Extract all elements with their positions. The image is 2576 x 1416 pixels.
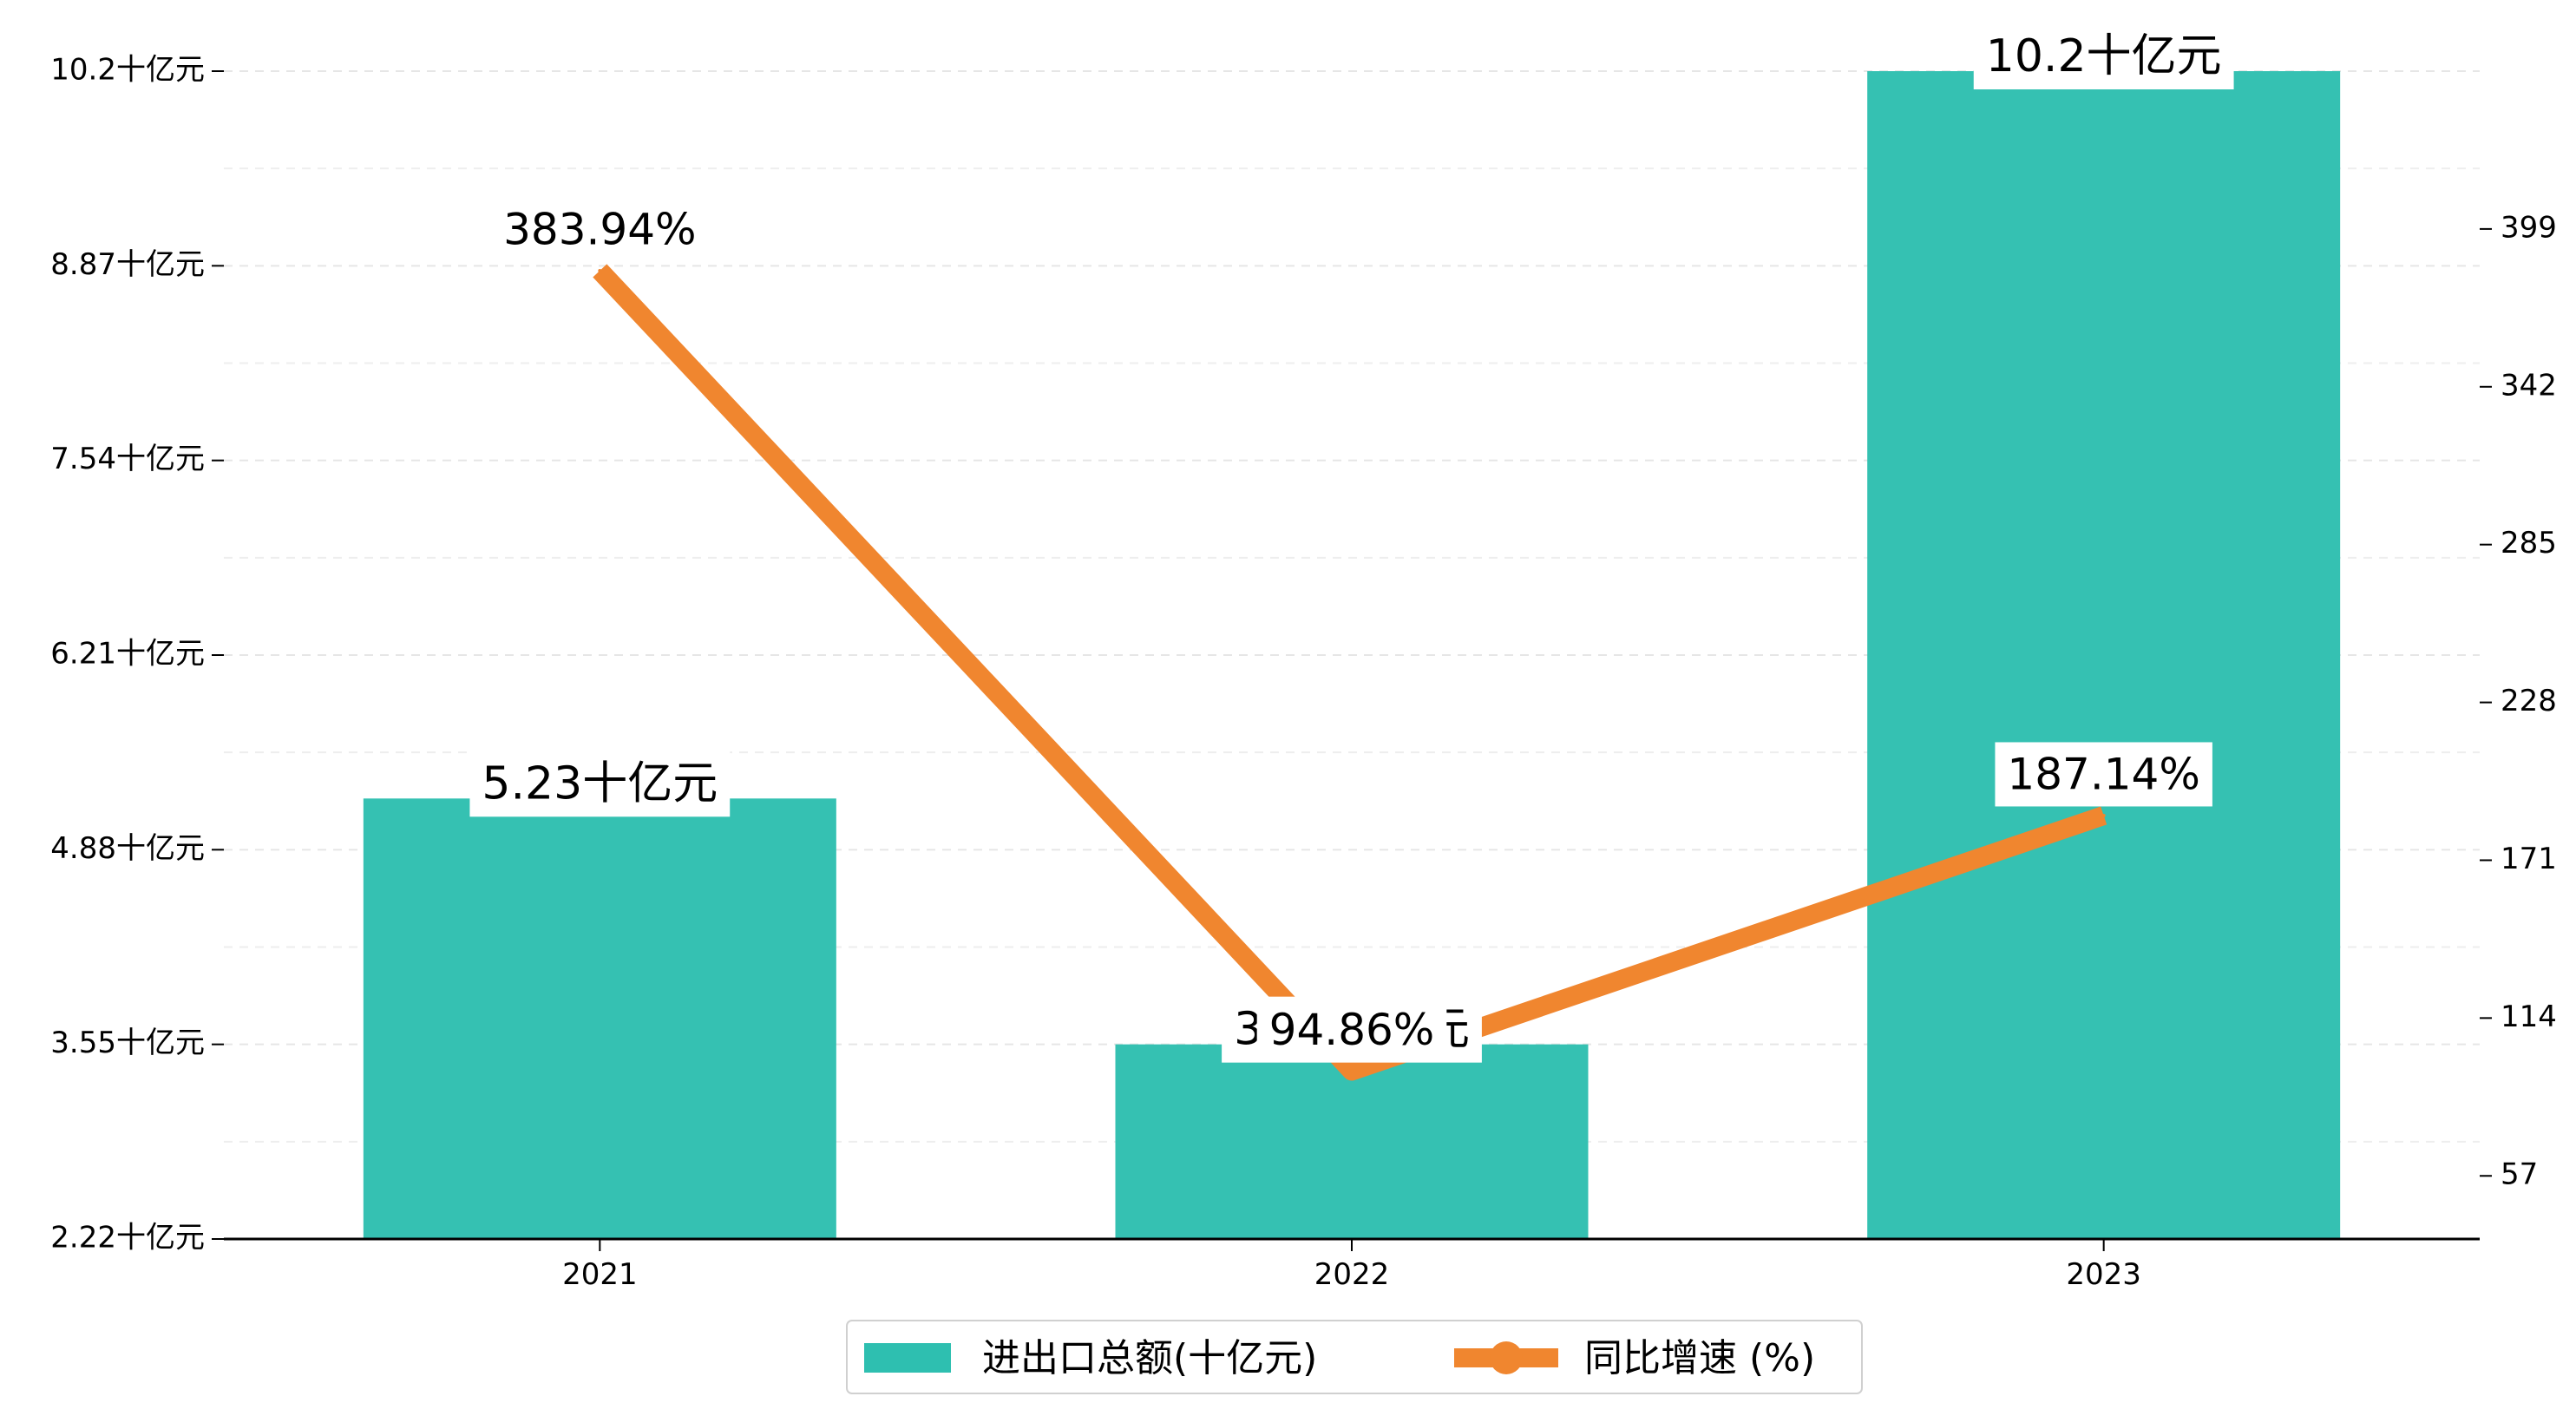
y-right-tick-label: 114 <box>2501 1000 2557 1034</box>
bar-value-label: 10.2十亿元 <box>1986 30 2222 82</box>
line-value-label-bg <box>491 197 709 262</box>
axes: 2.22十亿元 3.55十亿元 4.88十亿元 6.21十亿元 7.54十亿元 8.87十… <box>50 53 2557 1293</box>
y-right-tick-label: 57 <box>2501 1157 2538 1192</box>
y-right-tick-label: 228 <box>2501 684 2557 718</box>
bar-value-label-bg <box>1973 23 2234 89</box>
bar-value-label: 5.23十亿元 <box>482 757 718 810</box>
x-tick-label: 2022 <box>1314 1257 1390 1292</box>
line-value-label-bg <box>1256 997 1447 1062</box>
line-point-2023 <box>2101 813 2106 817</box>
line-value-label: 383.94% <box>503 204 696 254</box>
bar-series <box>363 71 2341 1239</box>
line-point-2021 <box>598 268 602 272</box>
line-series <box>593 264 2107 1081</box>
line-value-label-group: 187.14% <box>1995 742 2212 807</box>
y-left-tick-label: 10.2十亿元 <box>50 53 205 88</box>
line-value-label-group: 94.86% <box>1256 997 1447 1062</box>
line-value-label-group: 383.94% <box>491 197 709 262</box>
y-right-tick-label: 171 <box>2501 842 2557 876</box>
legend-bar-swatch <box>864 1343 951 1373</box>
y-right-tick-label: 342 <box>2501 368 2557 403</box>
data-labels: 5.23十亿元3.55十亿元10.2十亿元383.94%94.86%187.14… <box>469 23 2234 1063</box>
x-tick-label: 2021 <box>562 1257 638 1292</box>
legend-line-label: 同比增速 (%) <box>1584 1336 1815 1380</box>
y-right-tick-label: 399 <box>2501 210 2557 245</box>
y-left-tick-label: 2.22十亿元 <box>50 1221 205 1255</box>
legend: 进出口总额(十亿元) 同比增速 (%) <box>846 1320 1863 1394</box>
bar-2023 <box>1867 71 2341 1239</box>
y-left-tick-label: 6.21十亿元 <box>50 637 205 672</box>
y-left-tick-label: 3.55十亿元 <box>50 1026 205 1060</box>
bar-value-label-group: 5.23十亿元 <box>469 751 731 817</box>
y-right-tick-label: 285 <box>2501 526 2557 560</box>
bar-2021 <box>363 798 836 1239</box>
line-point-2022 <box>1350 1069 1354 1073</box>
y-left-tick-label: 4.88十亿元 <box>50 831 205 866</box>
legend-bar-label: 进出口总额(十亿元) <box>982 1336 1317 1380</box>
y-left-tick-label: 7.54十亿元 <box>50 442 205 476</box>
legend-frame <box>846 1320 1863 1394</box>
line-value-label-bg <box>1995 742 2212 807</box>
bar-value-label-bg <box>469 751 731 817</box>
line-value-label: 94.86% <box>1269 1005 1435 1055</box>
x-tick-label: 2023 <box>2066 1257 2141 1292</box>
line-value-label: 187.14% <box>2007 749 2199 799</box>
y-left-tick-label: 8.87十亿元 <box>50 247 205 282</box>
legend-line-marker <box>1490 1341 1523 1374</box>
bar-value-label-group: 10.2十亿元 <box>1973 23 2234 89</box>
